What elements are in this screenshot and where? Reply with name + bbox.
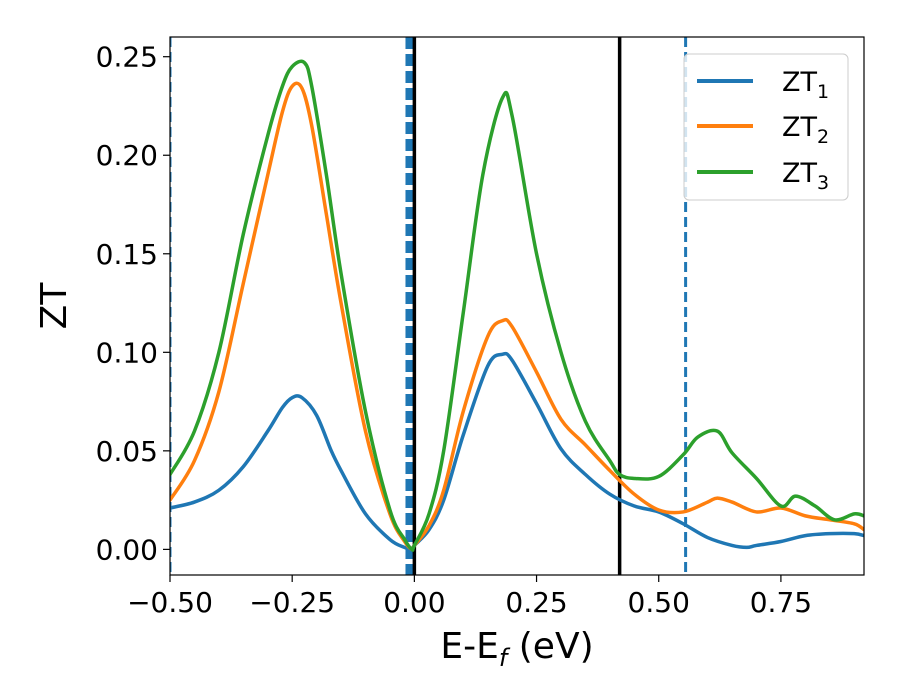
x-tick-label: −0.50 [127,586,213,619]
y-axis: 0.00 0.05 0.10 0.15 0.20 0.25 [96,41,170,566]
x-tick-label: 0.00 [383,586,445,619]
legend-label-zt2-subscript: 2 [817,126,829,148]
x-axis-label: E-Ef (eV) [440,626,593,672]
series-line-zt3 [170,59,864,552]
legend-label-zt3-subscript: 3 [817,172,829,194]
y-tick-label: 0.20 [96,139,158,172]
legend: ZT1 ZT2 ZT3 [683,53,849,201]
plot-frame [169,36,865,576]
legend-label-zt3: ZT [782,158,817,189]
x-tick-label: 0.50 [628,586,690,619]
legend-entry-zt1: ZT1 [782,67,829,103]
x-tick-label: 0.25 [505,586,567,619]
y-tick-label: 0.15 [96,238,158,271]
y-tick-label: 0.10 [96,336,158,369]
legend-label-zt2: ZT [782,112,817,143]
series-line-zt1 [170,351,864,552]
legend-label-zt1-subscript: 1 [817,81,829,103]
x-axis: −0.50 −0.25 0.00 0.25 0.50 0.75 [127,575,812,619]
x-tick-label: −0.25 [249,586,335,619]
series-line-zt2 [170,81,864,552]
legend-entry-zt2: ZT2 [782,112,829,148]
series-lines [170,59,864,552]
y-axis-label: ZT [34,282,75,330]
x-tick-label: 0.75 [750,586,812,619]
legend-box [683,53,849,201]
y-tick-label: 0.05 [96,435,158,468]
vertical-reference-lines [170,37,688,575]
y-tick-label: 0.00 [96,533,158,566]
x-axis-label-unit: (eV) [507,626,593,667]
legend-entry-zt3: ZT3 [782,158,829,194]
x-axis-label-main: E-E [440,626,498,667]
y-tick-label: 0.25 [96,41,158,74]
legend-label-zt1: ZT [782,67,817,98]
